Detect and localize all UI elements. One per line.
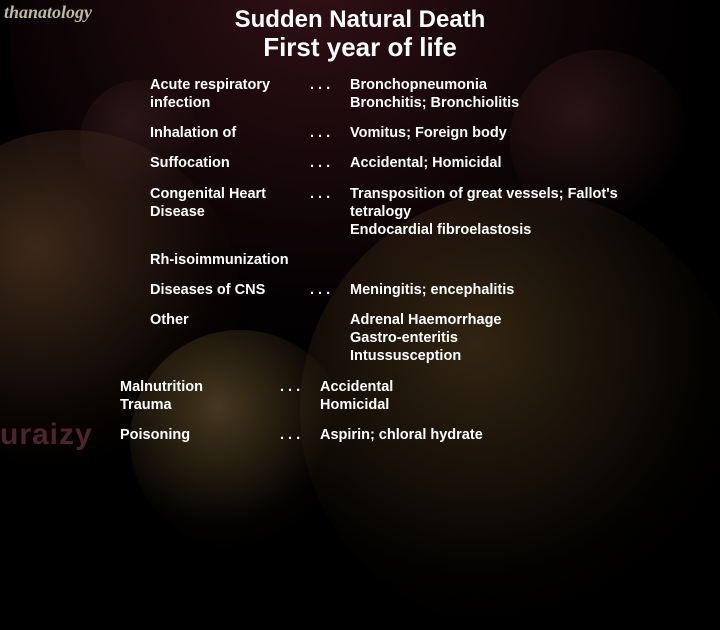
row-cause: Rh-isoimmunization	[150, 251, 289, 269]
table-row: MalnutritionTrauma. . .AccidentalHomicid…	[120, 378, 680, 414]
row-dots: . . .	[310, 154, 350, 172]
table-row: Rh-isoimmunization	[150, 251, 680, 269]
row-cause: Poisoning	[120, 426, 280, 444]
row-detail: Vomitus; Foreign body	[350, 124, 680, 142]
row-cause: MalnutritionTrauma	[120, 378, 280, 414]
slide-title-1: Sudden Natural Death	[0, 6, 720, 34]
row-detail: BronchopneumoniaBronchitis; Bronchioliti…	[350, 76, 680, 112]
table-row: Poisoning. . .Aspirin; chloral hydrate	[120, 426, 680, 444]
table-row: Congenital Heart Disease. . .Transpositi…	[150, 185, 680, 239]
row-dots: . . .	[310, 124, 350, 142]
row-dots: . . .	[280, 378, 320, 414]
row-dots: . . .	[280, 426, 320, 444]
row-cause: Acute respiratory infection	[150, 76, 310, 112]
table-row: Other Adrenal HaemorrhageGastro-enteritis…	[150, 311, 680, 365]
row-detail: Transposition of great vessels; Fallot's…	[350, 185, 680, 239]
table-row: Inhalation of. . .Vomitus; Foreign body	[150, 124, 680, 142]
row-dots: . . .	[310, 185, 350, 239]
slide-title-2: First year of life	[0, 32, 720, 63]
row-detail: Meningitis; encephalitis	[350, 281, 680, 299]
table-row: Suffocation. . .Accidental; Homicidal	[150, 154, 680, 172]
row-dots: . . .	[310, 281, 350, 299]
row-detail: AccidentalHomicidal	[320, 378, 680, 414]
row-detail: Adrenal HaemorrhageGastro-enteritisIntus…	[350, 311, 680, 365]
row-cause: Other	[150, 311, 310, 365]
table-row: Acute respiratory infection. . .Bronchop…	[150, 76, 680, 112]
row-dots	[310, 311, 350, 365]
content-table: Acute respiratory infection. . .Bronchop…	[150, 76, 680, 456]
row-dots: . . .	[310, 76, 350, 112]
row-detail: Aspirin; chloral hydrate	[320, 426, 680, 444]
watermark-text: uraizy	[0, 418, 93, 452]
row-cause: Congenital Heart Disease	[150, 185, 310, 239]
row-cause: Diseases of CNS	[150, 281, 310, 299]
row-cause: Inhalation of	[150, 124, 310, 142]
row-detail: Accidental; Homicidal	[350, 154, 680, 172]
row-cause: Suffocation	[150, 154, 310, 172]
table-row: Diseases of CNS. . .Meningitis; encephal…	[150, 281, 680, 299]
